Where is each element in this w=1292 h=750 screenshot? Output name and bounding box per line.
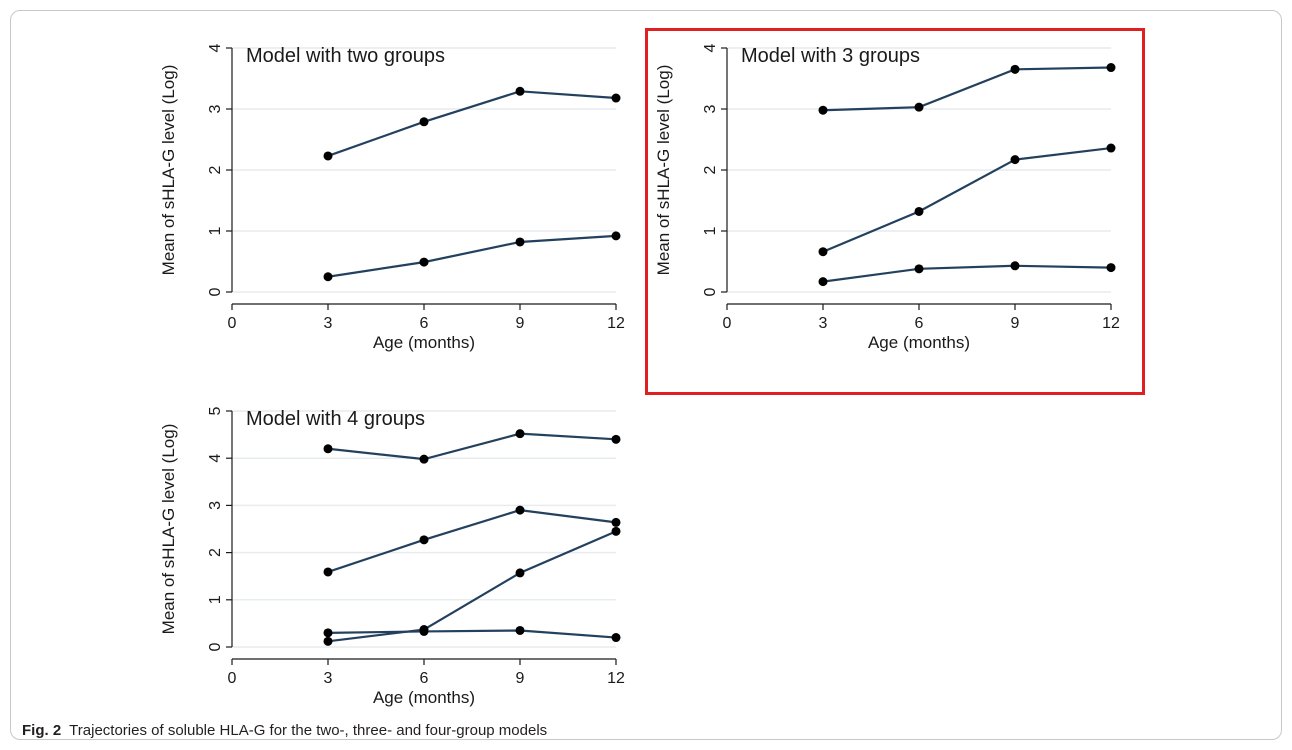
highlight-box bbox=[645, 28, 1145, 395]
series-line bbox=[822, 66, 1112, 112]
y-tick-label: 4 bbox=[207, 43, 224, 52]
y-axis-title: Mean of sHLA-G level (Log) bbox=[159, 424, 178, 635]
y-tick-label: 5 bbox=[207, 406, 224, 415]
series-line bbox=[327, 90, 617, 158]
data-point bbox=[1010, 64, 1020, 74]
series-line bbox=[327, 530, 617, 643]
x-tick-label: 12 bbox=[1102, 315, 1120, 332]
series-line bbox=[327, 432, 617, 461]
y-tick-label: 0 bbox=[207, 642, 224, 651]
data-point bbox=[611, 93, 621, 103]
x-tick-label: 0 bbox=[228, 315, 237, 332]
data-point bbox=[611, 434, 621, 444]
data-point bbox=[914, 102, 924, 112]
chart-four-groups: 0 1 2 3 4 5 0 3 6 9 12 Age (months) Mean of sHLA-G l… bbox=[150, 395, 630, 725]
y-tick-label: 1 bbox=[702, 226, 719, 235]
y-tick-label: 2 bbox=[207, 548, 224, 557]
data-point bbox=[323, 628, 333, 638]
y-axis-title: Mean of sHLA-G level (Log) bbox=[159, 65, 178, 276]
caption-text: Trajectories of soluble HLA-G for the tw… bbox=[69, 722, 548, 739]
data-point bbox=[323, 444, 333, 454]
y-tick-label: 1 bbox=[207, 595, 224, 604]
x-tick-label: 0 bbox=[228, 670, 237, 687]
data-point bbox=[818, 247, 828, 257]
data-point bbox=[1106, 263, 1116, 273]
data-point bbox=[611, 633, 621, 643]
series-line bbox=[822, 264, 1112, 283]
series-line bbox=[327, 234, 617, 278]
chart-title: Model with 4 groups bbox=[246, 408, 425, 430]
x-tick-label: 6 bbox=[915, 315, 924, 332]
series-line bbox=[327, 629, 617, 639]
data-point bbox=[1106, 143, 1116, 153]
chart-two-groups: 0 1 2 3 4 0 3 6 9 12 Age (months) Mean of sHLA-G le… bbox=[150, 30, 630, 370]
data-point bbox=[611, 517, 621, 527]
data-point bbox=[611, 526, 621, 536]
data-point bbox=[323, 636, 333, 646]
x-axis-title: Age (months) bbox=[373, 333, 475, 352]
x-tick-label: 9 bbox=[516, 315, 525, 332]
data-point bbox=[1010, 261, 1020, 271]
data-point bbox=[914, 264, 924, 274]
y-tick-label: 2 bbox=[207, 165, 224, 174]
data-point bbox=[1010, 155, 1020, 165]
x-tick-label: 3 bbox=[324, 670, 333, 687]
data-point bbox=[515, 568, 525, 578]
x-tick-label: 12 bbox=[607, 670, 625, 687]
y-tick-label: 4 bbox=[207, 454, 224, 463]
y-tick-label: 3 bbox=[207, 104, 224, 113]
data-point bbox=[818, 277, 828, 287]
caption-label: Fig. 2 bbox=[22, 722, 62, 739]
data-point bbox=[323, 151, 333, 161]
chart-three-groups: 0 1 2 3 4 0 3 6 9 12 Age (months) Mean of sHLA-G le… bbox=[645, 30, 1125, 370]
figure-frame bbox=[10, 10, 1282, 740]
y-tick-label: 1 bbox=[207, 226, 224, 235]
data-point bbox=[515, 429, 525, 439]
data-point bbox=[1106, 63, 1116, 73]
x-tick-label: 0 bbox=[723, 315, 732, 332]
chart-title: Model with two groups bbox=[246, 45, 445, 67]
data-point bbox=[323, 272, 333, 282]
data-point bbox=[914, 206, 924, 216]
x-tick-label: 9 bbox=[516, 670, 525, 687]
x-tick-label: 3 bbox=[324, 315, 333, 332]
data-point bbox=[611, 231, 621, 241]
data-point bbox=[419, 257, 429, 267]
data-point bbox=[515, 505, 525, 515]
x-axis-title: Age (months) bbox=[373, 688, 475, 707]
y-tick-label: 3 bbox=[207, 501, 224, 510]
x-axis-title: Age (months) bbox=[868, 333, 970, 352]
data-point bbox=[323, 567, 333, 577]
data-point bbox=[419, 535, 429, 545]
data-point bbox=[419, 117, 429, 127]
data-point bbox=[515, 237, 525, 247]
data-point bbox=[818, 105, 828, 115]
y-tick-label: 4 bbox=[702, 43, 719, 52]
data-point bbox=[515, 86, 525, 96]
x-tick-label: 12 bbox=[607, 315, 625, 332]
y-tick-label: 2 bbox=[702, 165, 719, 174]
chart-title: Model with 3 groups bbox=[741, 45, 920, 67]
data-point bbox=[419, 626, 429, 636]
figure-caption: Fig. 2 Trajectories of soluble HLA-G for … bbox=[22, 722, 547, 739]
y-tick-label: 3 bbox=[702, 104, 719, 113]
y-tick-label: 0 bbox=[207, 287, 224, 296]
y-axis-title: Mean of sHLA-G level (Log) bbox=[654, 65, 673, 276]
y-tick-label: 0 bbox=[702, 287, 719, 296]
x-tick-label: 9 bbox=[1011, 315, 1020, 332]
series-line bbox=[327, 508, 617, 573]
x-tick-label: 3 bbox=[819, 315, 828, 332]
x-tick-label: 6 bbox=[420, 670, 429, 687]
series-line bbox=[822, 146, 1112, 253]
data-point bbox=[419, 454, 429, 464]
x-tick-label: 6 bbox=[420, 315, 429, 332]
data-point bbox=[515, 625, 525, 635]
